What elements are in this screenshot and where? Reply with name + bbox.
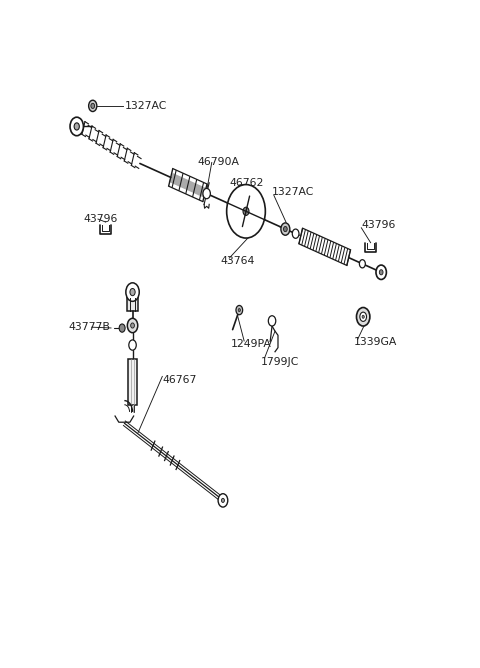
Circle shape xyxy=(284,226,287,232)
Circle shape xyxy=(218,494,228,507)
Circle shape xyxy=(131,323,134,328)
Circle shape xyxy=(268,316,276,326)
Circle shape xyxy=(362,315,364,319)
Circle shape xyxy=(126,283,139,301)
Circle shape xyxy=(130,289,135,296)
Text: 46767: 46767 xyxy=(162,375,197,385)
Text: 1339GA: 1339GA xyxy=(354,337,397,347)
Text: 43796: 43796 xyxy=(83,214,118,224)
Circle shape xyxy=(119,324,125,332)
Text: 46790A: 46790A xyxy=(198,158,240,168)
Text: 1327AC: 1327AC xyxy=(272,187,314,197)
Text: 1249PA: 1249PA xyxy=(231,339,272,349)
Circle shape xyxy=(360,260,365,268)
Circle shape xyxy=(89,100,97,112)
Circle shape xyxy=(203,188,210,198)
Circle shape xyxy=(292,229,299,238)
Circle shape xyxy=(70,117,84,136)
Text: 43777B: 43777B xyxy=(68,322,110,332)
FancyBboxPatch shape xyxy=(128,359,137,405)
FancyBboxPatch shape xyxy=(127,296,138,311)
Circle shape xyxy=(91,104,95,108)
Text: 43764: 43764 xyxy=(220,257,254,267)
Circle shape xyxy=(236,305,243,315)
Text: 43796: 43796 xyxy=(361,220,396,230)
Circle shape xyxy=(74,123,79,130)
Text: 46762: 46762 xyxy=(229,178,264,188)
Circle shape xyxy=(129,340,136,350)
Circle shape xyxy=(221,498,225,502)
Text: 1327AC: 1327AC xyxy=(125,101,168,111)
Text: 1799JC: 1799JC xyxy=(261,357,299,367)
Circle shape xyxy=(357,307,370,326)
Circle shape xyxy=(379,270,383,275)
Circle shape xyxy=(227,184,265,238)
Circle shape xyxy=(376,265,386,279)
Circle shape xyxy=(238,309,240,311)
Circle shape xyxy=(127,319,138,333)
Circle shape xyxy=(360,312,367,321)
Circle shape xyxy=(243,207,249,216)
Circle shape xyxy=(281,223,290,235)
